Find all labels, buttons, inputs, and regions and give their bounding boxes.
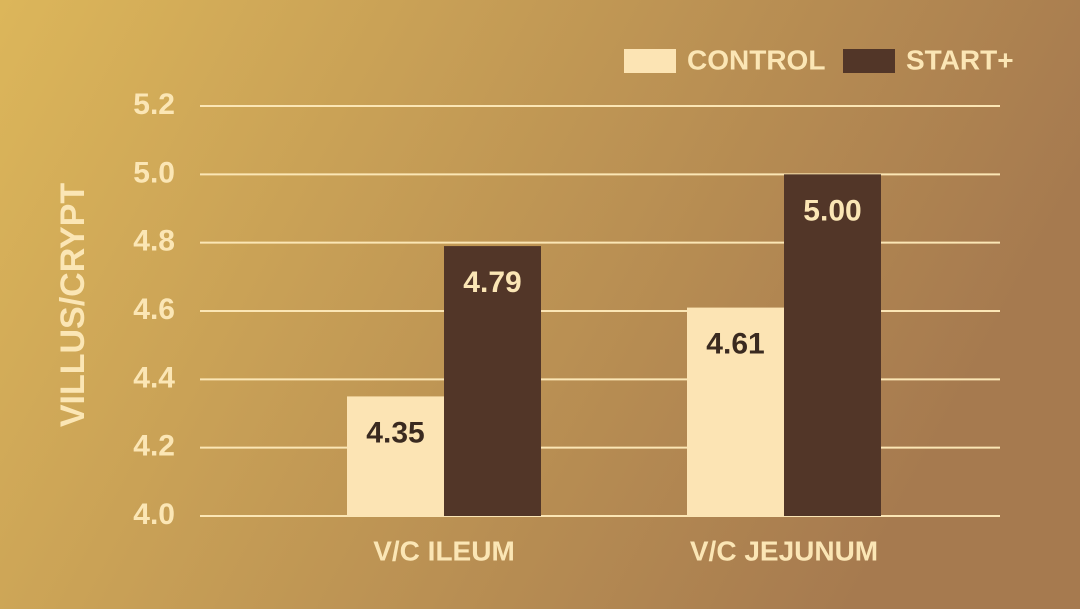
y-tick-label: 4.6 — [133, 293, 175, 326]
legend-swatch — [843, 49, 895, 73]
legend-label: START+ — [906, 44, 1014, 75]
x-tick-label: V/C ILEUM — [373, 535, 515, 566]
bar — [784, 174, 881, 517]
bar — [444, 246, 541, 517]
y-tick-label: 5.0 — [133, 156, 175, 189]
x-tick-label: V/C JEJUNUM — [690, 535, 878, 566]
y-axis-label: VILLUS/CRYPT — [54, 183, 92, 428]
legend-swatch — [624, 49, 676, 73]
data-label: 4.61 — [706, 328, 764, 361]
bar — [347, 396, 444, 516]
y-tick-label: 4.4 — [133, 361, 175, 394]
data-label: 4.35 — [366, 416, 424, 449]
legend-label: CONTROL — [687, 44, 825, 75]
y-tick-label: 4.0 — [133, 498, 175, 531]
y-tick-label: 5.2 — [133, 88, 175, 121]
y-tick-label: 4.2 — [133, 430, 175, 463]
y-tick-label: 4.8 — [133, 225, 175, 258]
bar — [687, 307, 784, 516]
data-label: 4.79 — [463, 266, 521, 299]
data-label: 5.00 — [803, 194, 861, 227]
